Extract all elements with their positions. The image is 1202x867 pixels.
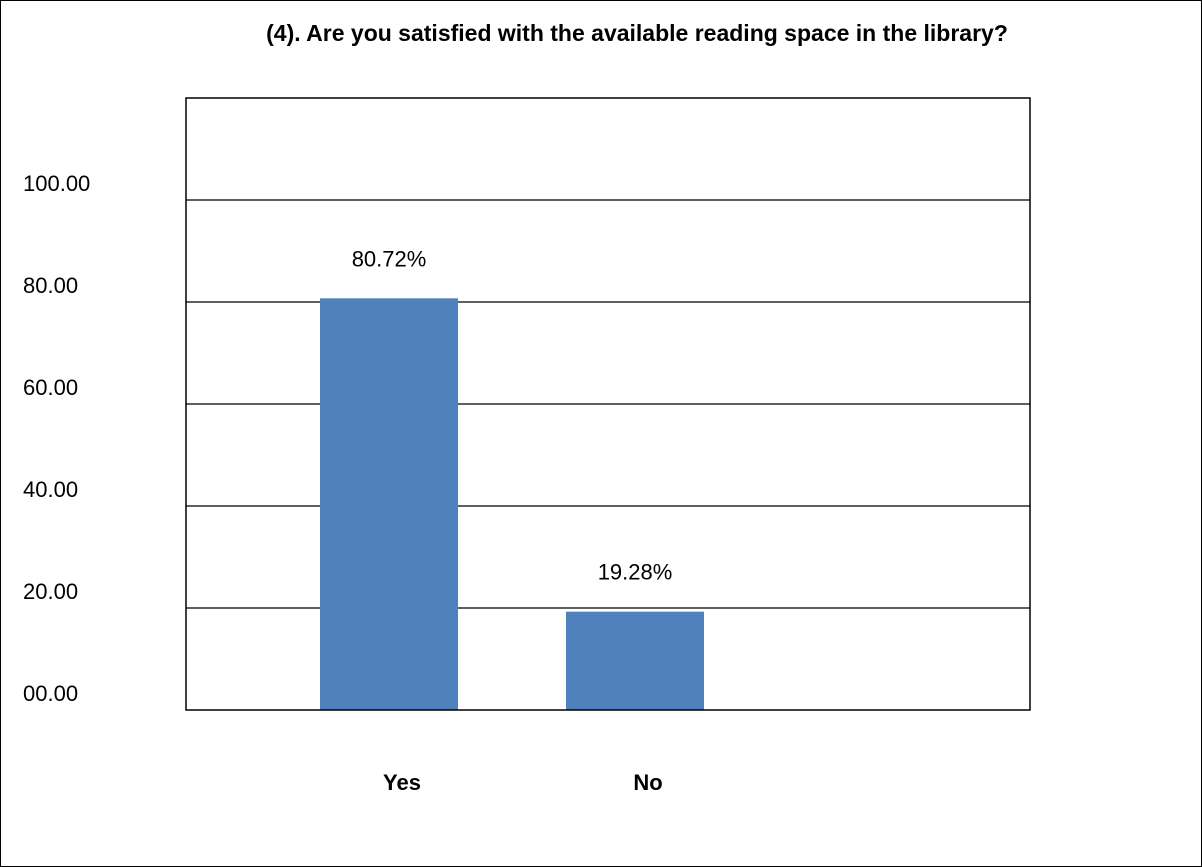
- category-label-no: No: [633, 770, 662, 795]
- y-tick-label: 60.00: [23, 375, 78, 400]
- bars: [320, 298, 704, 710]
- y-tick-label: 80.00: [23, 273, 78, 298]
- chart-title: (4). Are you satisfied with the availabl…: [266, 20, 1008, 46]
- bar-no: [566, 611, 704, 710]
- y-tick-label: 40.00: [23, 477, 78, 502]
- category-label-yes: Yes: [383, 770, 421, 795]
- data-label-yes: 80.72%: [352, 246, 427, 271]
- data-label-no: 19.28%: [598, 560, 673, 585]
- y-tick-label: 00.00: [23, 681, 78, 706]
- plot-area-border: [185, 97, 1031, 711]
- bar-yes: [320, 298, 458, 710]
- labels: 00.00 20.00 40.00 60.00 80.00 100.00 80.72% Yes…: [23, 171, 672, 795]
- y-tick-label: 20.00: [23, 579, 78, 604]
- gridlines: [186, 199, 1030, 609]
- y-tick-label: 100.00: [23, 171, 90, 196]
